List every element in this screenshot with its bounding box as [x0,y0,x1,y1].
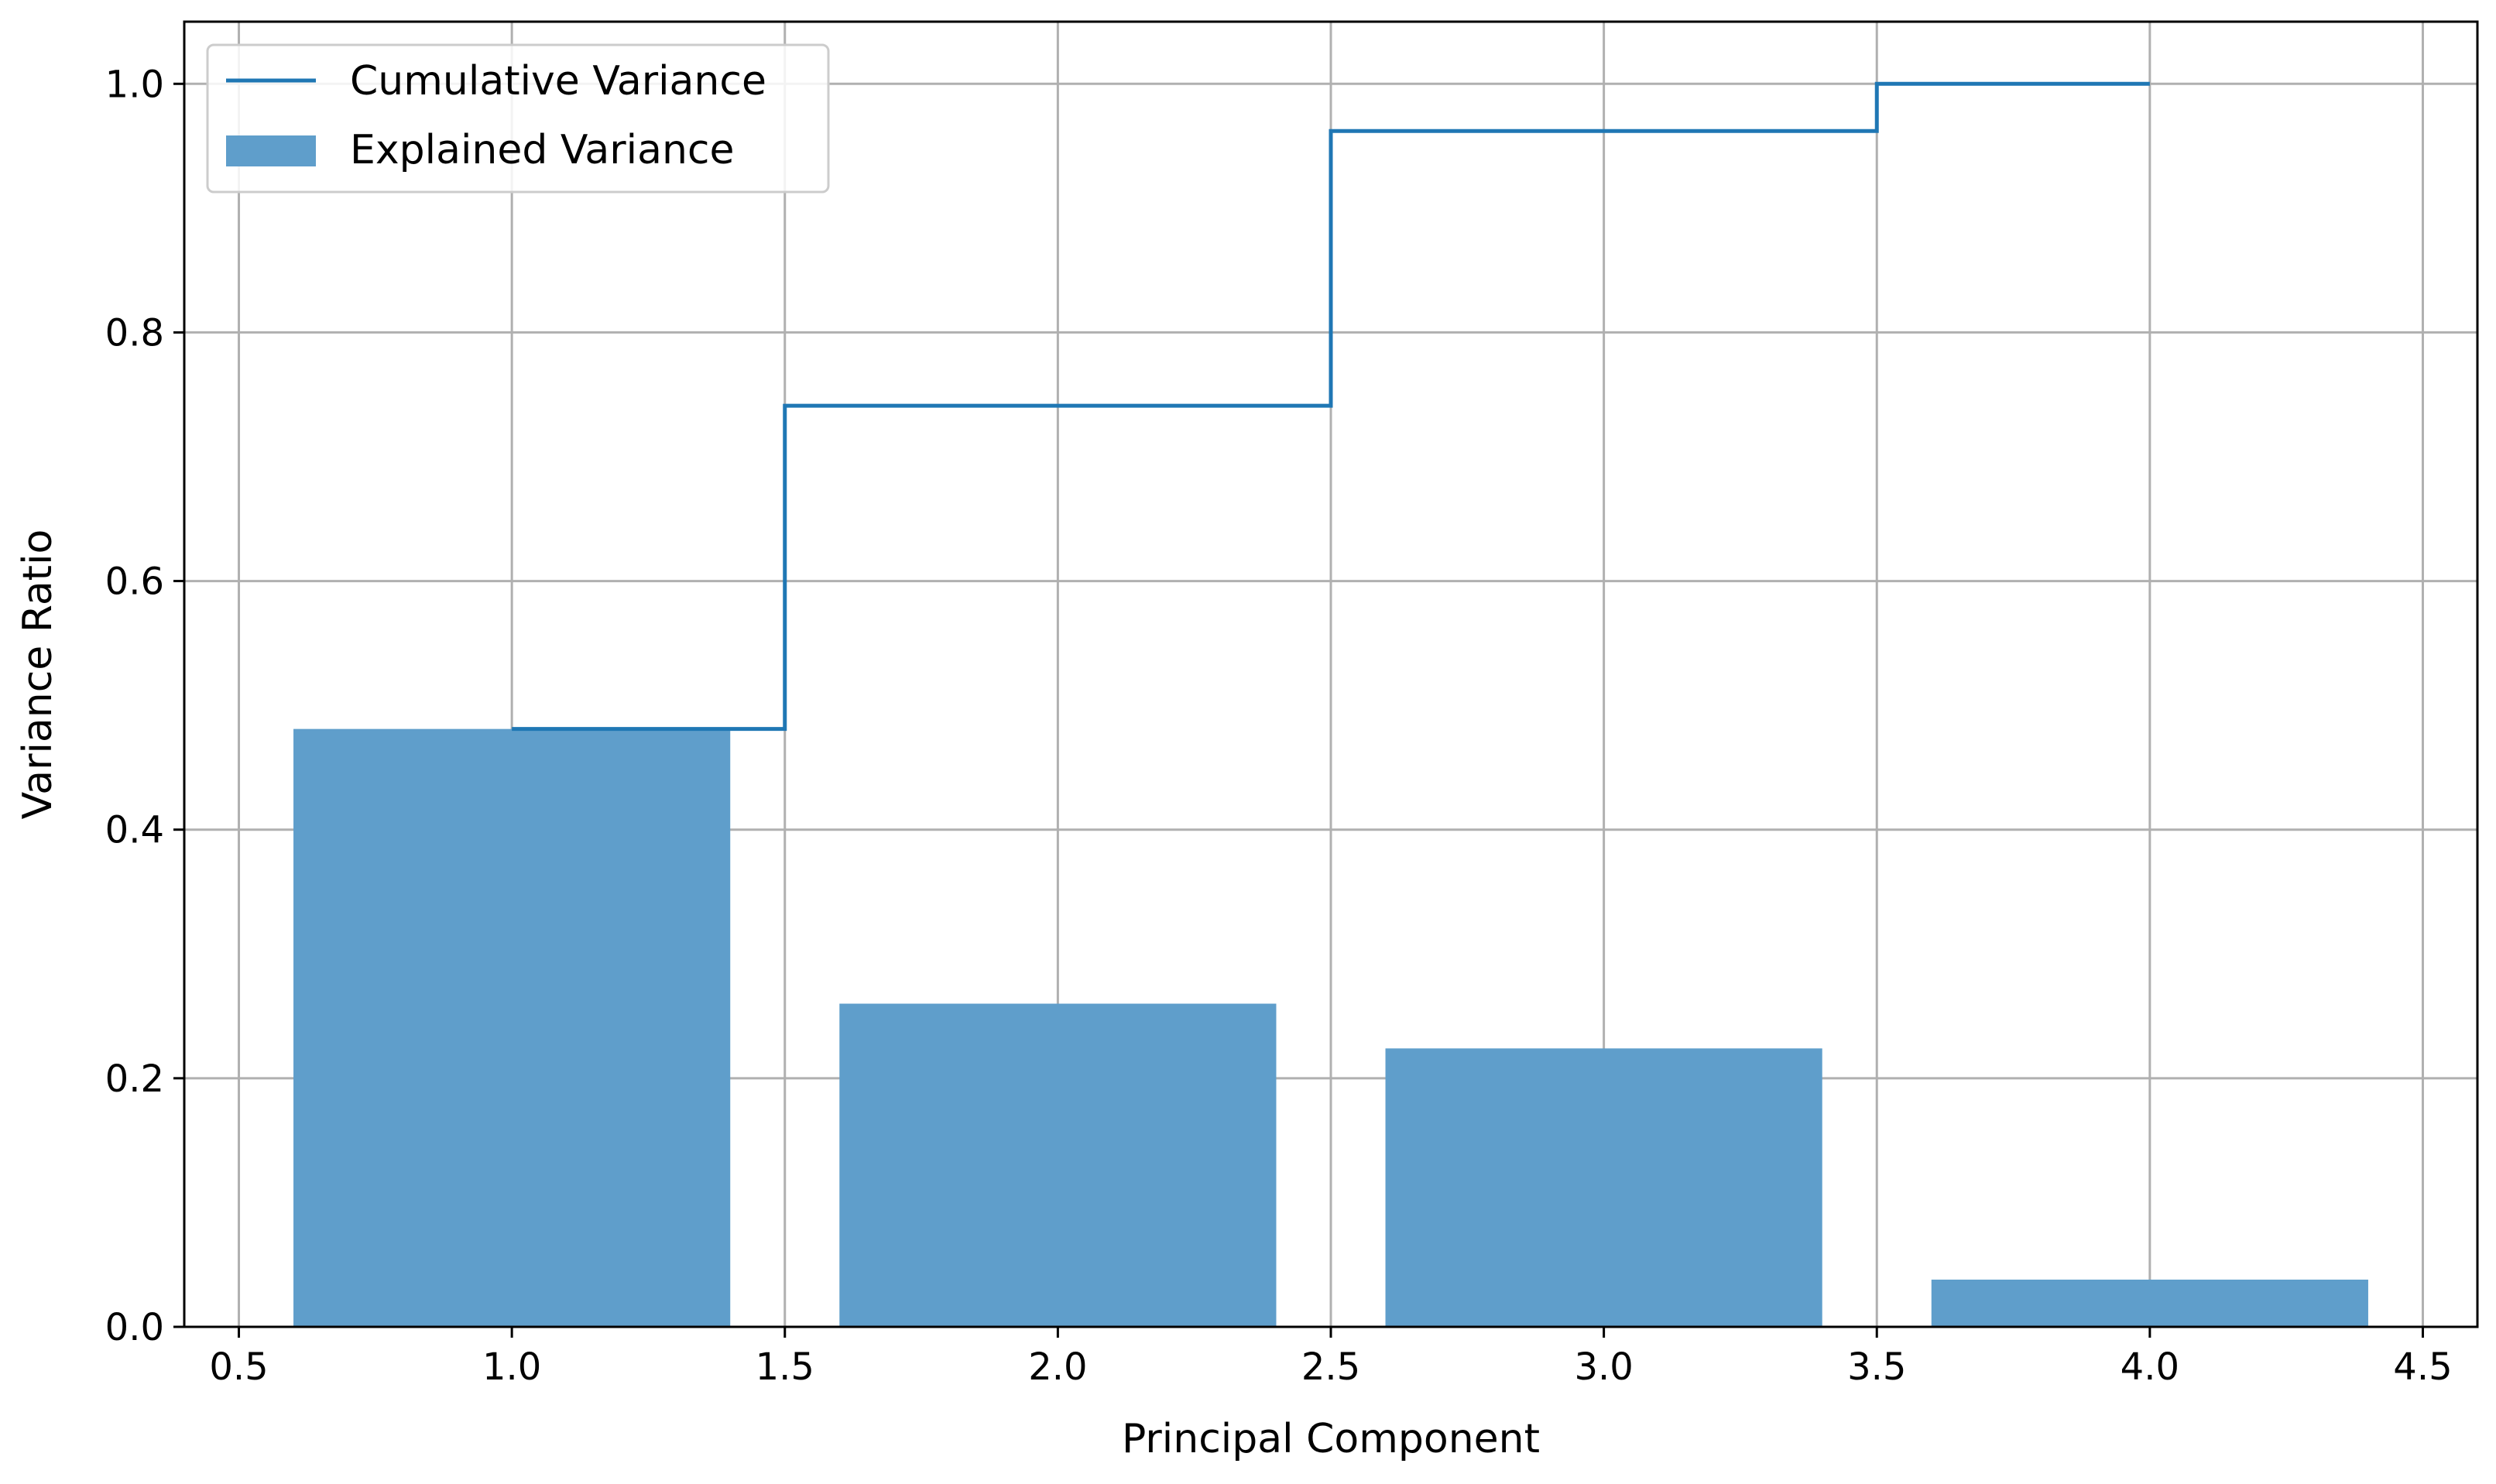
legend-box [206,43,830,194]
legend: Cumulative Variance Explained Variance [206,43,830,194]
bar-1 [293,728,731,1327]
bar-3 [1385,1048,1822,1327]
y-axis-label: Variance Ratio [15,530,61,820]
x-tick-label-0: 0.5 [209,1345,268,1389]
x-axis-ticks: 0.5 1.0 1.5 2.0 2.5 3.0 3.5 4.0 4.5 [209,1327,2453,1389]
y-tick-label-4: 0.8 [105,311,164,355]
legend-label-explained-variance: Explained Variance [350,127,735,173]
x-tick-label-6: 3.5 [1847,1345,1906,1389]
bar-2 [839,1003,1277,1327]
y-tick-label-2: 0.4 [105,809,164,852]
bar-4 [1931,1279,2368,1327]
x-tick-label-8: 4.5 [2393,1345,2452,1389]
bar-series-explained-variance [293,728,2368,1327]
x-tick-label-2: 1.5 [756,1345,814,1389]
legend-label-cumulative-variance: Cumulative Variance [350,58,766,105]
legend-swatch-explained-variance [226,135,316,166]
x-tick-label-4: 2.5 [1301,1345,1360,1389]
y-tick-label-0: 0.0 [105,1306,164,1349]
y-tick-label-1: 0.2 [105,1057,164,1101]
x-axis-label: Principal Component [1122,1416,1540,1462]
y-axis-ticks: 0.0 0.2 0.4 0.6 0.8 1.0 [105,63,184,1349]
line-series-cumulative-variance [512,81,2150,732]
x-tick-label-1: 1.0 [482,1345,541,1389]
y-tick-label-5: 1.0 [105,63,164,106]
x-tick-label-7: 4.0 [2121,1345,2179,1389]
cumulative-variance-line [512,81,2150,732]
x-tick-label-3: 2.0 [1028,1345,1087,1389]
y-tick-label-3: 0.6 [105,560,164,604]
x-tick-label-5: 3.0 [1574,1345,1633,1389]
